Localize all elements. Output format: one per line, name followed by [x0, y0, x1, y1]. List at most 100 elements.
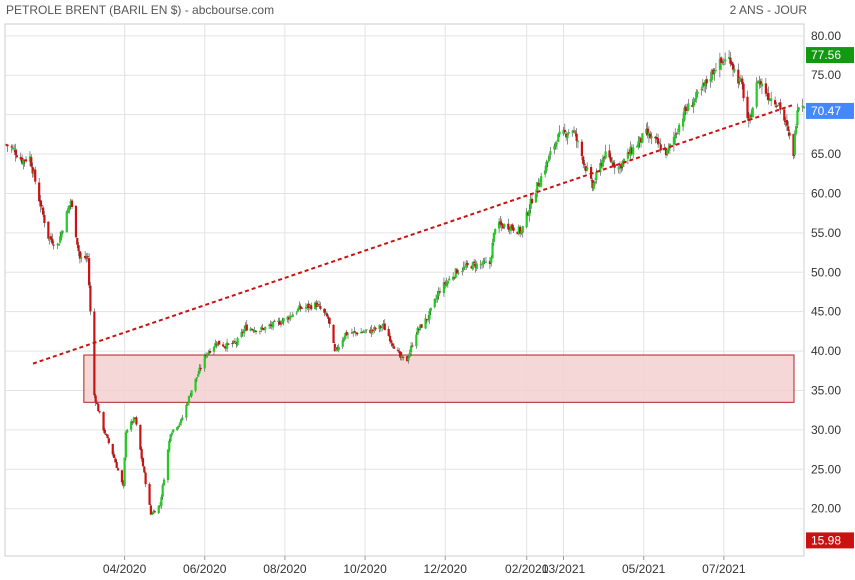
candle-body	[417, 329, 421, 331]
candle-body	[132, 417, 135, 423]
candle-body	[161, 485, 164, 497]
candle-body	[554, 142, 557, 147]
candle-body	[396, 349, 400, 351]
candle-body	[802, 106, 806, 108]
candle-body	[525, 211, 528, 228]
candle-body	[186, 403, 189, 405]
candle-body	[454, 268, 457, 278]
candle-body	[123, 457, 126, 486]
candle-body	[85, 257, 88, 259]
candle-body	[647, 132, 651, 137]
candle-body	[582, 156, 585, 164]
candle-body	[473, 261, 476, 263]
candle-body	[197, 373, 200, 377]
candle-body	[241, 331, 244, 333]
candle-body	[738, 77, 741, 82]
candle-body	[179, 419, 183, 424]
candle-body	[713, 71, 716, 74]
candle-body	[52, 244, 55, 246]
candle-body	[160, 497, 163, 506]
support-zone-rect	[83, 354, 795, 403]
candle-body	[448, 278, 451, 281]
candle-body	[444, 282, 447, 285]
candle-body	[365, 329, 368, 331]
candle-body	[370, 329, 373, 334]
candle-body	[576, 141, 580, 143]
candle-body	[628, 152, 631, 155]
candle-body	[567, 132, 570, 134]
candle-body	[427, 318, 430, 320]
candle-body	[639, 138, 643, 143]
candle-body	[612, 162, 615, 167]
candle-body	[676, 132, 679, 134]
candle-body	[795, 126, 798, 134]
x-tick-label: 02/2021	[505, 562, 549, 576]
candle-body	[425, 319, 428, 321]
candle-body	[65, 211, 68, 233]
candle-body	[424, 318, 427, 329]
candle-body	[553, 146, 556, 150]
y-tick-label: 75.00	[811, 68, 841, 82]
candle-body	[135, 417, 138, 425]
candle-body	[214, 343, 217, 348]
candle-body	[565, 133, 568, 138]
candle-body	[722, 63, 725, 65]
candle-body	[584, 166, 587, 171]
candle-body	[480, 264, 484, 266]
candle-body	[252, 330, 255, 332]
candle-body	[792, 134, 795, 156]
candle-body	[391, 343, 394, 346]
candle-body	[114, 458, 117, 463]
candle-body	[157, 505, 160, 514]
candle-body	[710, 69, 714, 80]
candle-body	[264, 327, 267, 330]
candle-body	[178, 423, 181, 426]
y-tick-label: 60.00	[811, 186, 841, 200]
candle-body	[43, 215, 46, 224]
candle-body	[695, 92, 698, 100]
candle-body	[296, 308, 300, 312]
candle-body	[470, 266, 473, 269]
trendline	[32, 104, 793, 365]
candle-body	[24, 159, 28, 162]
candle-body	[310, 305, 313, 310]
candle-body	[216, 341, 219, 346]
candle-body	[773, 100, 777, 105]
candle-body	[737, 69, 740, 84]
candle-body	[107, 438, 110, 444]
price-badge-label: 15.98	[811, 533, 841, 547]
candle-body	[168, 440, 171, 451]
candle-body	[227, 343, 230, 345]
candle-body	[666, 150, 669, 155]
candle-body	[538, 184, 541, 188]
candle-body	[59, 236, 62, 243]
candle-body	[562, 129, 565, 134]
candle-body	[409, 346, 413, 353]
candle-body	[488, 261, 492, 264]
candle-body	[655, 137, 658, 140]
candle-body	[675, 133, 678, 135]
y-tick-label: 65.00	[811, 147, 841, 161]
candle-body	[111, 443, 114, 455]
candle-body	[253, 329, 256, 332]
candle-body	[498, 221, 501, 229]
candle-body	[299, 306, 302, 309]
candle-body	[442, 282, 446, 294]
candle-body	[105, 434, 108, 436]
candle-body	[187, 396, 191, 404]
candle-body	[268, 325, 271, 327]
candle-body	[281, 320, 284, 324]
candle-body	[592, 182, 595, 190]
candle-body	[399, 352, 402, 358]
candle-body	[379, 326, 382, 328]
candle-body	[519, 226, 522, 234]
candle-body	[492, 232, 495, 242]
candle-body	[549, 151, 552, 155]
candle-body	[124, 432, 128, 458]
candle-body	[169, 434, 172, 442]
candle-body	[374, 327, 377, 330]
candle-body	[131, 421, 134, 423]
candle-body	[325, 313, 329, 317]
candle-body	[319, 306, 322, 309]
candle-body	[387, 329, 390, 337]
